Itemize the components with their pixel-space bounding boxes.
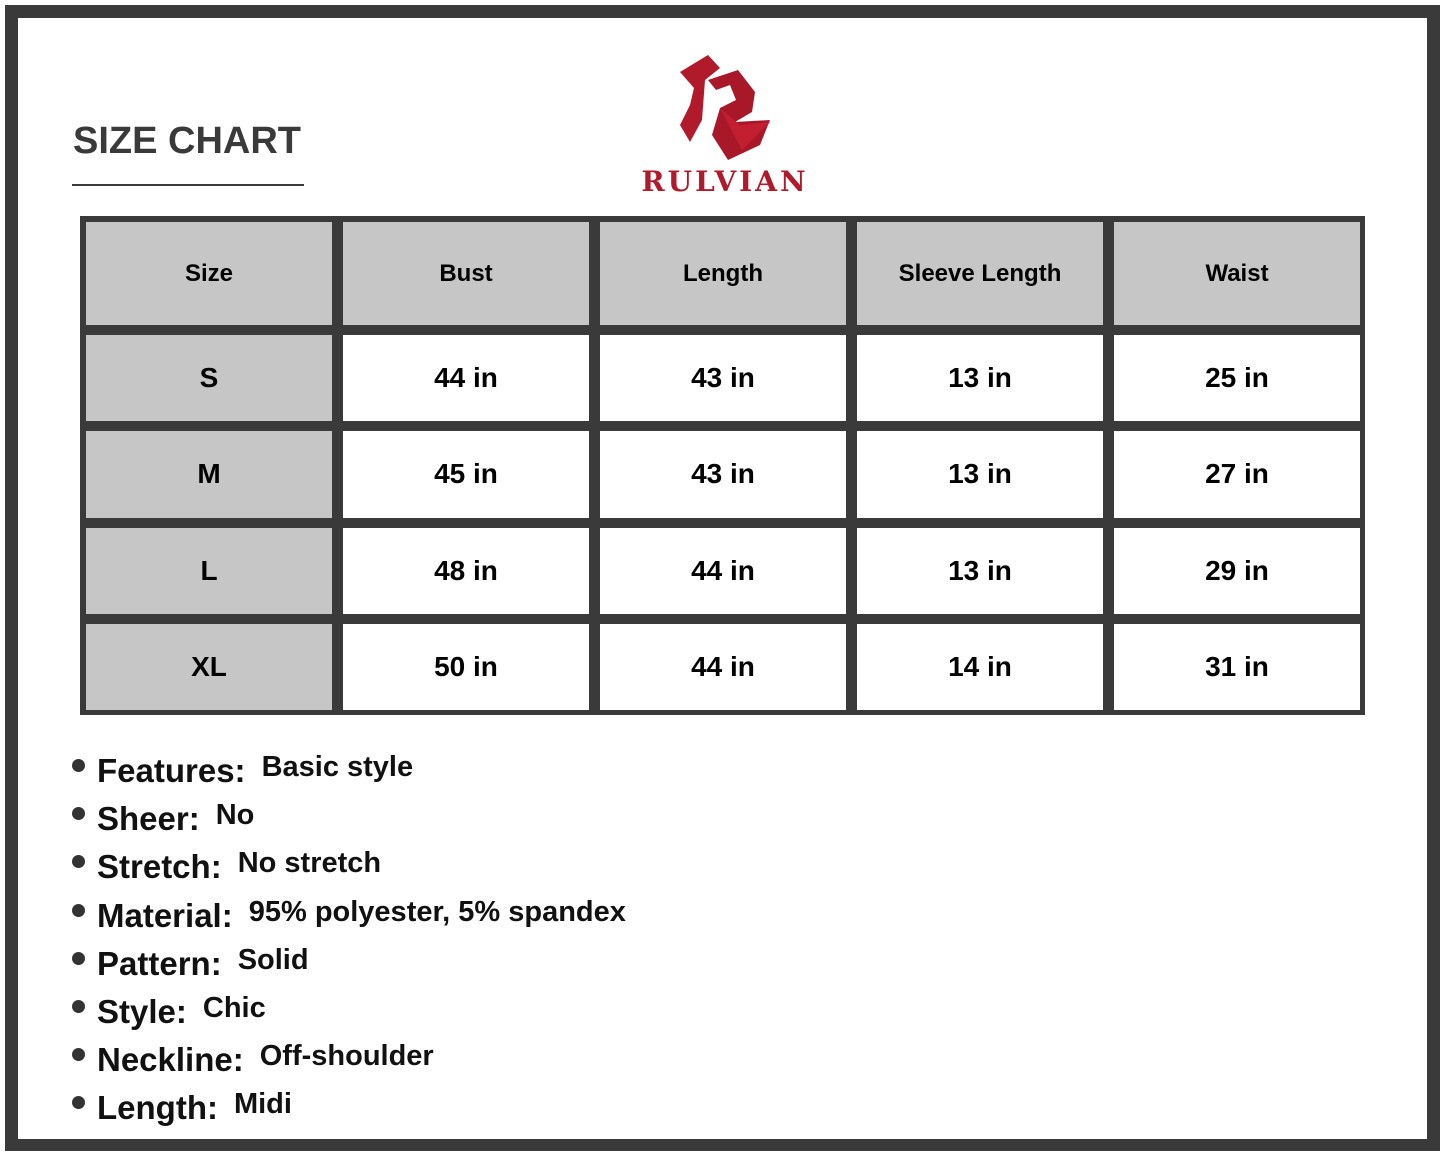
column-header: Waist [1114, 222, 1360, 325]
bullet-icon [72, 807, 85, 821]
measurement-cell: 25 in [1114, 335, 1360, 422]
measurement-cell: 48 in [343, 527, 589, 614]
size-chart-table: Size Bust Length Sleeve Length Waist S 44 in 43… [80, 216, 1365, 715]
feature-key: Stretch: [97, 848, 222, 886]
title-underline [72, 184, 304, 186]
page-frame [5, 5, 1440, 1151]
feature-value: No stretch [237, 847, 382, 880]
measurement-cell: 45 in [343, 431, 589, 518]
brand-name: RULVIAN [641, 165, 809, 198]
feature-key: Material: [97, 896, 233, 934]
feature-value: No [215, 799, 255, 832]
feature-key: Pattern: [97, 944, 222, 982]
feature-value: Basic style [261, 751, 414, 783]
measurement-cell: 31 in [1114, 623, 1360, 710]
measurement-cell: 44 in [343, 335, 589, 422]
column-header: Size [86, 222, 332, 325]
measurement-cell: 43 in [600, 335, 846, 422]
bullet-icon [72, 759, 85, 772]
column-header: Length [600, 222, 846, 325]
feature-value: Off-shoulder [259, 1040, 434, 1073]
bullet-icon [72, 999, 85, 1013]
feature-value: Midi [233, 1088, 292, 1121]
bullet-icon [72, 855, 85, 869]
measurement-cell: 13 in [857, 335, 1103, 422]
feature-item: Length: Midi [72, 1088, 626, 1137]
measurement-cell: 44 in [600, 623, 846, 710]
feature-list: Features: Basic style Sheer: No Stretch: No s… [72, 751, 626, 1138]
measurement-cell: 27 in [1114, 431, 1360, 518]
feature-item: Sheer: No [72, 799, 626, 848]
bullet-icon [72, 1048, 85, 1062]
size-label-cell: S [86, 335, 332, 422]
bullet-icon [72, 951, 85, 965]
brand-logo: RULVIAN [620, 50, 830, 200]
feature-item: Stretch: No stretch [72, 847, 626, 896]
r-logo-icon [680, 55, 770, 160]
size-label-cell: XL [86, 623, 332, 710]
feature-value: Chic [202, 991, 266, 1024]
feature-item: Material: 95% polyester, 5% spandex [72, 895, 626, 945]
measurement-cell: 44 in [600, 527, 846, 614]
feature-key: Style: [97, 992, 187, 1030]
measurement-cell: 13 in [857, 431, 1103, 518]
feature-key: Sheer: [97, 800, 200, 838]
feature-key: Features: [97, 752, 246, 789]
measurement-cell: 14 in [857, 623, 1103, 710]
feature-item: Features: Basic style [72, 751, 626, 800]
feature-item: Style: Chic [72, 991, 626, 1041]
feature-value: Solid [237, 943, 309, 976]
feature-item: Pattern: Solid [72, 943, 626, 993]
measurement-cell: 13 in [857, 527, 1103, 614]
size-label-cell: M [86, 431, 332, 518]
bullet-icon [72, 903, 85, 917]
feature-value: 95% polyester, 5% spandex [248, 895, 626, 928]
bullet-icon [72, 1096, 85, 1110]
measurement-cell: 43 in [600, 431, 846, 518]
feature-key: Length: [97, 1089, 218, 1127]
size-label-cell: L [86, 527, 332, 614]
measurement-cell: 29 in [1114, 527, 1360, 614]
column-header: Sleeve Length [857, 222, 1103, 325]
feature-key: Neckline: [97, 1041, 244, 1079]
measurement-cell: 50 in [343, 623, 589, 710]
page-title: SIZE CHART [73, 120, 301, 162]
column-header: Bust [343, 222, 589, 325]
feature-item: Neckline: Off-shoulder [72, 1040, 626, 1089]
